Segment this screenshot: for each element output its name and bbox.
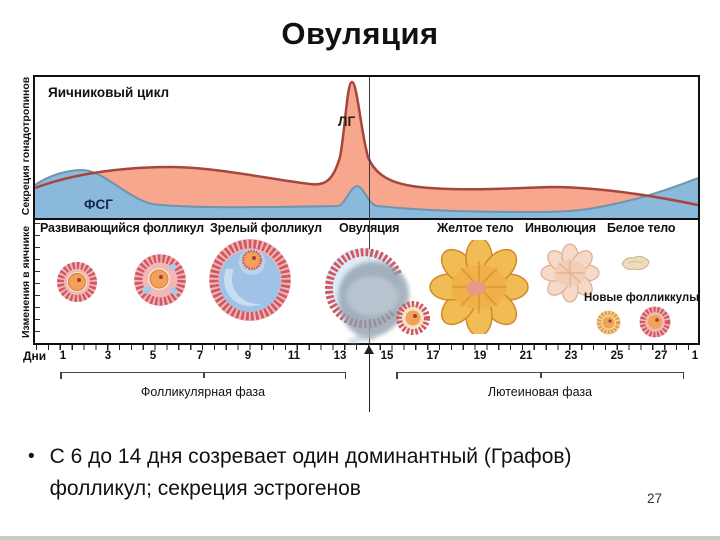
stage-label-developing-follicle: Развивающийся фолликул [40,221,204,235]
chart-title: Яичниковый цикл [48,85,170,100]
fsh-curve-area [35,170,698,218]
ovulation-day-line [369,77,371,343]
luteal-phase-label: Лютеиновая фаза [487,385,593,399]
stage-label-corpus-luteum: Желтое тело [437,221,514,235]
stage-label-involution: Инволюция [525,221,596,235]
day-tick-label: 1 [691,350,699,362]
bullet-item: • С 6 до 14 дня созревает один доминантн… [28,441,588,504]
stage-label-corpus-albicans: Белое тело [607,221,676,235]
follicular-phase-label: Фолликулярная фаза [140,385,266,399]
luteal-phase-bracket [396,372,684,379]
day-tick-label: 5 [149,350,157,362]
day-tick-label: 21 [519,350,533,362]
slide-bottom-edge [0,536,720,540]
mature-follicle-illustration [209,239,291,321]
day-tick-label: 1 [59,350,67,362]
day-tick-label: 23 [564,350,578,362]
day-tick-label: 9 [244,350,252,362]
day-tick-label: 19 [473,350,487,362]
day-tick-label: 27 [654,350,668,362]
ovulation-illustration [324,248,430,344]
ovulation-arrow-stem [369,352,371,412]
stage-label-mature-follicle: Зрелый фолликул [210,221,322,235]
lh-curve-line [35,80,698,207]
ovulation-arrow-icon [364,345,374,354]
day-tick-label: 15 [380,350,394,362]
involution-illustration [540,243,600,303]
left-axis-ticks [35,223,40,339]
day-tick-label: 17 [426,350,440,362]
day-tick-label: 25 [610,350,624,362]
lh-curve-area [35,82,698,218]
section-divider [35,218,698,220]
day-tick-label: 11 [287,350,301,362]
bullet-text: С 6 до 14 дня созревает один доминантный… [49,445,572,500]
day-tick-label: 3 [104,350,112,362]
page-title: Овуляция [281,16,439,51]
new-follicle-secondary-illustration [639,306,671,338]
days-axis-label: Дни [23,349,47,363]
new-follicles-label: Новые фолликкулы [584,292,700,304]
fsh-curve-line [35,168,698,214]
developing-follicle-large-illustration [134,254,186,306]
y-axis-label-ovary-changes: Изменения в яичнике [20,225,32,339]
page-number: 27 [647,491,663,506]
day-tick-label: 7 [196,350,204,362]
bullet-icon: • [28,446,35,467]
lh-curve-label: ЛГ [338,114,356,129]
new-follicle-primary-illustration [596,310,621,335]
corpus-albicans-illustration [621,255,650,271]
follicular-phase-bracket [60,372,346,379]
developing-follicle-small-illustration [57,262,97,302]
corpus-luteum-illustration [429,240,529,334]
fsh-curve-label: ФСГ [84,197,113,212]
hormone-chart [35,80,698,218]
y-axis-label-gonadotropins: Секреция гонадотропинов [20,76,32,216]
day-tick-label: 13 [333,350,347,362]
